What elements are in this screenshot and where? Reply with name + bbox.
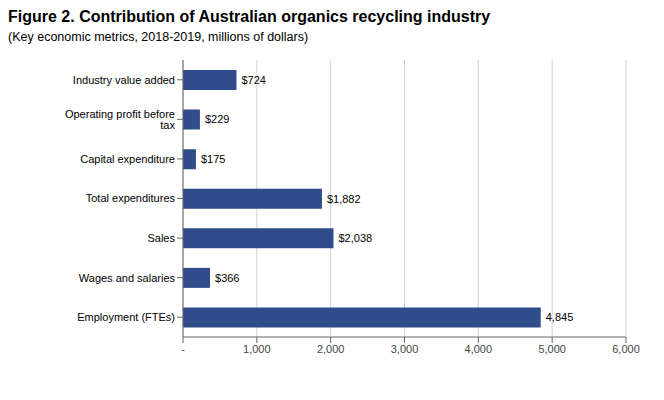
svg-text:4,845: 4,845 — [546, 311, 574, 323]
svg-text:Industry value added: Industry value added — [73, 74, 175, 86]
svg-text:Total expenditures: Total expenditures — [86, 192, 176, 204]
html-text:(Key economic metrics, 2018-20: (Key economic metrics, 2018-2019, millio… — [8, 30, 309, 44]
svg-text:$229: $229 — [205, 113, 229, 125]
svg-text:-: - — [181, 343, 185, 355]
svg-text:Wages and salaries: Wages and salaries — [79, 272, 176, 284]
svg-text:5,000: 5,000 — [538, 343, 566, 355]
svg-text:$724: $724 — [241, 74, 265, 86]
svg-text:2,000: 2,000 — [317, 343, 345, 355]
svg-text:3,000: 3,000 — [391, 343, 419, 355]
svg-text:Employment (FTEs): Employment (FTEs) — [77, 311, 175, 323]
svg-text:4,000: 4,000 — [465, 343, 493, 355]
svg-text:$2,038: $2,038 — [338, 232, 372, 244]
svg-text:Capital expenditure: Capital expenditure — [80, 153, 175, 165]
svg-text:1,000: 1,000 — [243, 343, 271, 355]
html-text:Figure 2. Contribution of Aust: Figure 2. Contribution of Australian org… — [8, 8, 491, 25]
svg-text:$1,882: $1,882 — [327, 193, 361, 205]
svg-text:6,000: 6,000 — [612, 343, 640, 355]
svg-text:Sales: Sales — [147, 232, 175, 244]
svg-text:$175: $175 — [201, 153, 225, 165]
svg-text:$366: $366 — [215, 272, 239, 284]
svg-text:Operating profit beforetax: Operating profit beforetax — [65, 108, 176, 131]
